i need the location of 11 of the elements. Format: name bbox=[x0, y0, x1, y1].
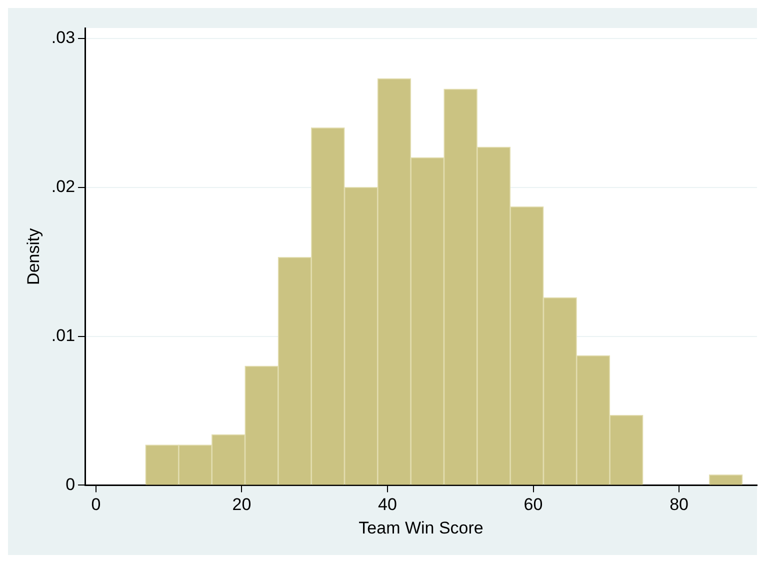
y-tick-label: .02 bbox=[51, 177, 76, 196]
x-tick-label: 20 bbox=[232, 495, 252, 514]
y-tick-label: .03 bbox=[51, 28, 76, 48]
y-tick-label: .01 bbox=[51, 326, 76, 345]
x-tick-label: 40 bbox=[378, 495, 397, 514]
y-tick-label: 0 bbox=[66, 474, 76, 494]
x-axis-title: Team Win Score bbox=[358, 518, 484, 538]
x-tick-label: 60 bbox=[524, 495, 543, 514]
x-tick-label: 80 bbox=[670, 495, 688, 514]
x-tick-label: 0 bbox=[91, 495, 101, 514]
y-axis-title: Density bbox=[24, 228, 43, 285]
